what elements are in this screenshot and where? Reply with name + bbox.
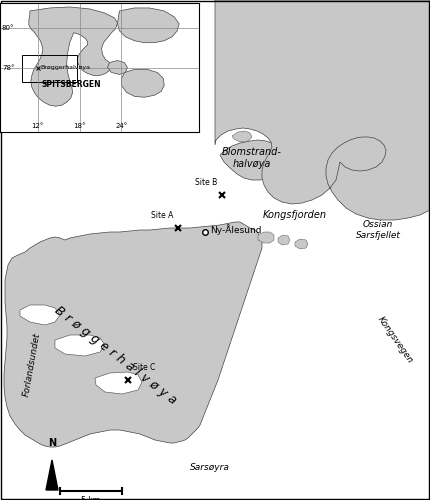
Text: Blomstrand-
halvøya: Blomstrand- halvøya bbox=[222, 147, 282, 169]
Text: Kongsvegen: Kongsvegen bbox=[375, 315, 415, 365]
Text: Brøggerhalvøya: Brøggerhalvøya bbox=[41, 65, 91, 70]
Text: 24°: 24° bbox=[115, 123, 128, 129]
Text: Ny-Ålesund: Ny-Ålesund bbox=[210, 224, 261, 235]
Text: Sarsøyra: Sarsøyra bbox=[190, 464, 230, 472]
Polygon shape bbox=[29, 7, 117, 106]
Polygon shape bbox=[258, 232, 274, 243]
Text: 12°: 12° bbox=[32, 123, 44, 129]
Polygon shape bbox=[232, 131, 252, 142]
Text: B r ø g g e r h a l v ø y a: B r ø g g e r h a l v ø y a bbox=[52, 304, 178, 406]
Polygon shape bbox=[55, 335, 105, 356]
Polygon shape bbox=[108, 60, 127, 74]
Polygon shape bbox=[278, 235, 290, 245]
Text: Site B: Site B bbox=[195, 178, 217, 187]
Polygon shape bbox=[20, 305, 60, 325]
Text: 18°: 18° bbox=[74, 123, 86, 129]
Text: N: N bbox=[48, 438, 56, 448]
Polygon shape bbox=[220, 140, 284, 180]
Polygon shape bbox=[117, 8, 179, 42]
Polygon shape bbox=[121, 70, 164, 98]
Text: Ossian
Sarsfjellet: Ossian Sarsfjellet bbox=[356, 220, 400, 240]
Text: Site A: Site A bbox=[150, 211, 173, 220]
Text: Forlandsundet: Forlandsundet bbox=[22, 332, 42, 398]
Text: Site C: Site C bbox=[133, 363, 155, 372]
Bar bbox=[22, 54, 77, 82]
Polygon shape bbox=[46, 460, 58, 490]
Polygon shape bbox=[95, 372, 142, 394]
Text: 80°: 80° bbox=[2, 25, 15, 31]
Text: 78°: 78° bbox=[2, 64, 15, 70]
Text: Kongsfjorden: Kongsfjorden bbox=[263, 210, 327, 220]
Polygon shape bbox=[215, 0, 430, 220]
Text: 5 km: 5 km bbox=[81, 496, 101, 500]
Polygon shape bbox=[295, 239, 308, 249]
Polygon shape bbox=[4, 222, 262, 447]
Text: SPITSBERGEN: SPITSBERGEN bbox=[42, 80, 101, 89]
